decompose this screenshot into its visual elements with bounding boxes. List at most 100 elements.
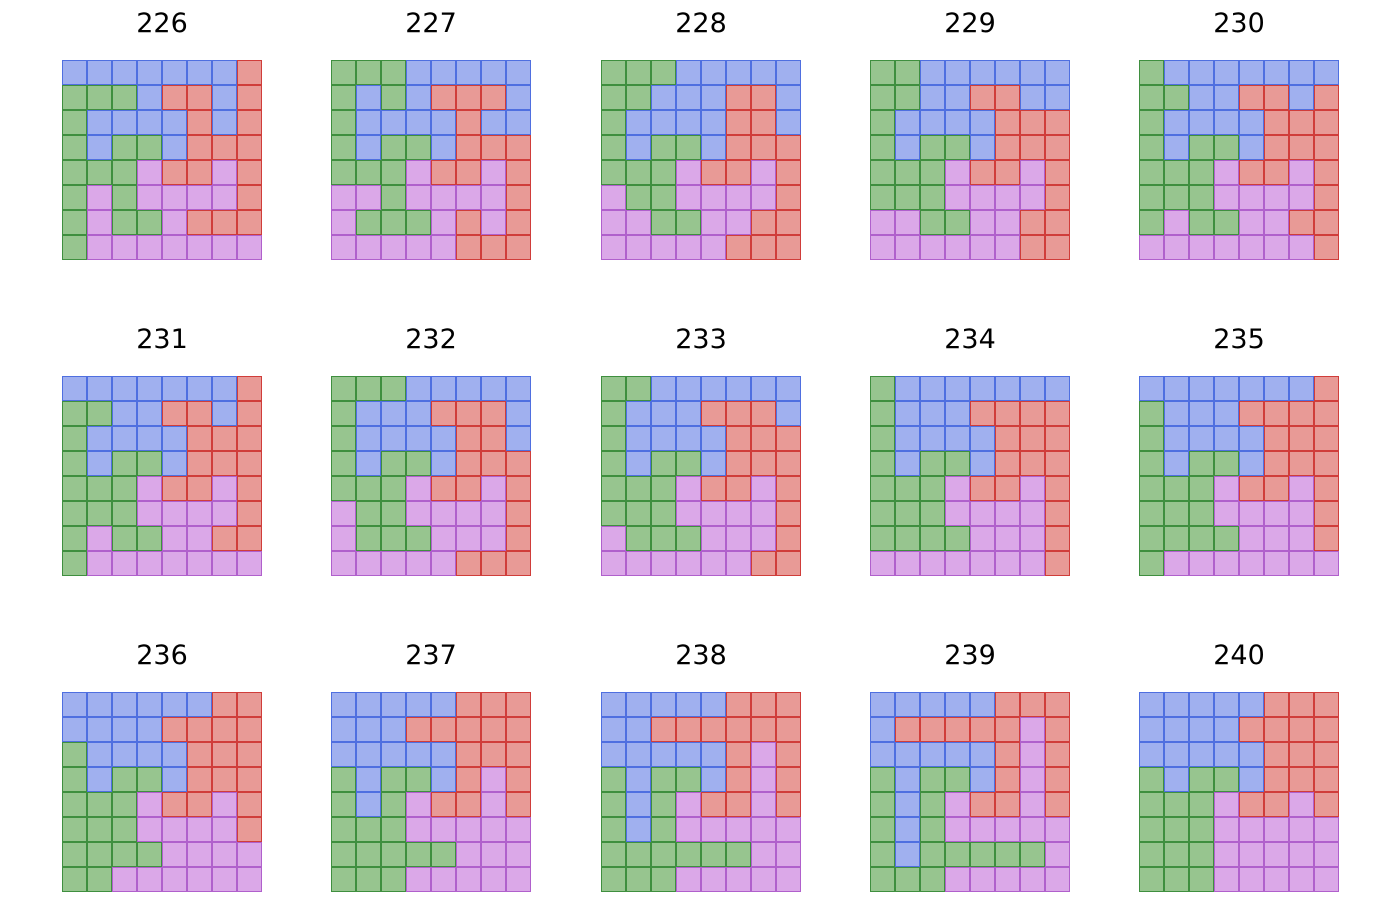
grid-cell	[1020, 135, 1045, 160]
grid-cell	[1189, 235, 1214, 260]
grid-cell	[137, 85, 162, 110]
grid-cell	[506, 160, 531, 185]
grid-cell	[920, 867, 945, 892]
grid-cell	[1314, 135, 1339, 160]
grid-cell	[112, 60, 137, 85]
grid-cell	[626, 717, 651, 742]
grid-cell	[626, 551, 651, 576]
grid-cell	[920, 185, 945, 210]
grid-cell	[626, 501, 651, 526]
grid-cell	[356, 867, 381, 892]
grid-cell	[676, 426, 701, 451]
grid-cell	[406, 210, 431, 235]
grid-cell	[1289, 742, 1314, 767]
grid-cell	[456, 160, 481, 185]
grid-cell	[601, 551, 626, 576]
grid-cell	[751, 717, 776, 742]
grid-cell	[651, 742, 676, 767]
grid-cell	[701, 60, 726, 85]
grid-cell	[62, 742, 87, 767]
grid-cell	[945, 867, 970, 892]
grid-cell	[237, 210, 262, 235]
grid-cell	[751, 401, 776, 426]
grid-cell	[945, 717, 970, 742]
grid-cell	[726, 376, 751, 401]
grid-cell	[481, 160, 506, 185]
grid-cell	[1189, 185, 1214, 210]
grid-cell	[406, 842, 431, 867]
grid-cell	[1164, 235, 1189, 260]
grid-cell	[1289, 376, 1314, 401]
grid-cell	[481, 376, 506, 401]
grid-cell	[331, 742, 356, 767]
grid-cell	[1189, 451, 1214, 476]
grid-cell	[1289, 210, 1314, 235]
grid-cell	[456, 817, 481, 842]
grid-cell	[751, 376, 776, 401]
grid-cell	[626, 160, 651, 185]
grid-cell	[651, 526, 676, 551]
grid-cell	[162, 501, 187, 526]
grid-cell	[1314, 451, 1339, 476]
grid-cell	[87, 817, 112, 842]
grid-cell	[970, 692, 995, 717]
grid-cell	[112, 767, 137, 792]
grid-cell	[431, 767, 456, 792]
grid-cell	[1045, 551, 1070, 576]
grid-cell	[626, 85, 651, 110]
tile-grid	[1139, 60, 1339, 260]
grid-cell	[162, 451, 187, 476]
grid-cell	[1139, 160, 1164, 185]
grid-cell	[1214, 401, 1239, 426]
grid-cell	[651, 501, 676, 526]
grid-cell	[945, 135, 970, 160]
grid-cell	[1139, 426, 1164, 451]
grid-cell	[87, 842, 112, 867]
grid-cell	[87, 867, 112, 892]
tile-grid	[1139, 376, 1339, 576]
grid-cell	[701, 185, 726, 210]
grid-cell	[1045, 817, 1070, 842]
grid-cell	[601, 401, 626, 426]
tile-grid	[62, 60, 262, 260]
grid-cell	[237, 526, 262, 551]
grid-cell	[431, 842, 456, 867]
grid-cell	[187, 60, 212, 85]
grid-cell	[676, 867, 701, 892]
grid-cell	[212, 110, 237, 135]
grid-cell	[1239, 501, 1264, 526]
grid-cell	[1314, 160, 1339, 185]
grid-cell	[1164, 135, 1189, 160]
grid-cell	[506, 551, 531, 576]
grid-cell	[137, 717, 162, 742]
grid-cell	[381, 376, 406, 401]
grid-cell	[87, 692, 112, 717]
grid-cell	[970, 526, 995, 551]
grid-cell	[356, 817, 381, 842]
grid-cell	[920, 376, 945, 401]
grid-cell	[212, 185, 237, 210]
grid-cell	[970, 451, 995, 476]
grid-cell	[381, 551, 406, 576]
grid-cell	[431, 85, 456, 110]
tile-grid	[601, 60, 801, 260]
grid-cell	[726, 792, 751, 817]
grid-cell	[870, 867, 895, 892]
grid-cell	[187, 717, 212, 742]
grid-cell	[676, 235, 701, 260]
grid-cell	[212, 135, 237, 160]
grid-cell	[112, 160, 137, 185]
grid-cell	[356, 842, 381, 867]
grid-cell	[1045, 742, 1070, 767]
grid-cell	[726, 526, 751, 551]
grid-cell	[1314, 476, 1339, 501]
grid-cell	[1045, 135, 1070, 160]
grid-cell	[87, 717, 112, 742]
grid-cell	[1189, 160, 1214, 185]
grid-cell	[481, 742, 506, 767]
grid-cell	[895, 742, 920, 767]
grid-cell	[1189, 551, 1214, 576]
grid-cell	[945, 160, 970, 185]
grid-cell	[651, 110, 676, 135]
grid-cell	[1239, 551, 1264, 576]
